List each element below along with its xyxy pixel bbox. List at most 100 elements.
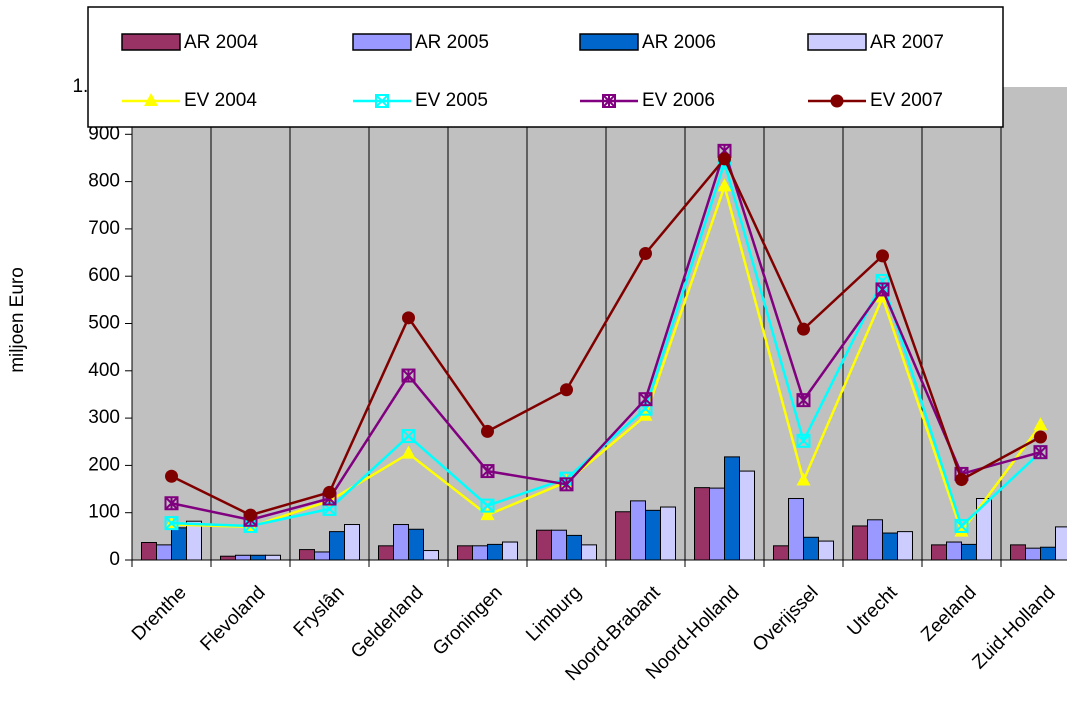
marker — [244, 508, 257, 522]
bar — [502, 541, 518, 561]
bar — [882, 532, 898, 561]
marker — [164, 516, 179, 531]
marker — [796, 472, 811, 486]
y-tick-label: 700 — [88, 218, 120, 239]
y-tick-label: 300 — [88, 407, 120, 428]
bar — [156, 544, 172, 561]
marker — [560, 383, 573, 397]
bar — [818, 540, 834, 561]
marker — [954, 523, 969, 537]
bar — [423, 550, 439, 561]
legend-label: AR 2004 — [184, 32, 258, 53]
line — [170, 156, 1042, 517]
bar — [724, 456, 740, 561]
marker-cross — [875, 282, 890, 297]
marker — [559, 477, 574, 492]
bar — [265, 554, 281, 561]
legend-label: EV 2007 — [870, 90, 943, 111]
legend-label: EV 2004 — [184, 90, 257, 111]
x-tick-label: Gelderland — [347, 582, 428, 663]
marker — [955, 473, 968, 487]
legend-swatch — [121, 33, 181, 51]
marker — [165, 469, 178, 483]
y-tick-label: 500 — [88, 313, 120, 334]
x-tick-label: Drenthe — [128, 582, 191, 645]
marker — [401, 445, 416, 459]
marker-cross — [638, 392, 653, 406]
x-tick-label: Flevoland — [196, 582, 269, 655]
bar — [378, 545, 394, 561]
bar — [1040, 546, 1056, 561]
bar — [487, 543, 503, 561]
bar — [788, 498, 804, 561]
marker-cross — [164, 496, 179, 510]
marker-box — [954, 518, 969, 533]
bar — [408, 528, 424, 561]
marker-cross — [401, 429, 416, 443]
legend-label: EV 2005 — [415, 90, 488, 111]
marker-box — [480, 498, 495, 513]
bar — [314, 551, 330, 561]
y-tick-label: 600 — [88, 265, 120, 286]
marker-cross — [164, 516, 179, 530]
bar — [897, 531, 913, 561]
bar — [739, 470, 755, 561]
marker-box — [796, 433, 811, 448]
legend-label: AR 2005 — [415, 32, 489, 53]
bar — [141, 541, 157, 561]
legend — [87, 6, 1004, 128]
marker — [144, 93, 158, 106]
marker — [718, 152, 731, 166]
marker — [1033, 417, 1048, 431]
marker — [797, 322, 810, 336]
bar — [329, 531, 345, 561]
bar — [773, 545, 789, 561]
marker-box — [375, 94, 389, 108]
marker — [480, 507, 495, 521]
marker — [401, 368, 416, 383]
x-tick-label: Groningen — [429, 582, 507, 660]
bar — [299, 549, 315, 561]
marker — [954, 518, 969, 533]
marker-cross — [480, 498, 495, 513]
x-tick-label: Zuid-Holland — [969, 582, 1060, 673]
bar — [852, 525, 868, 561]
y-axis-label: miljoen Euro — [7, 267, 28, 373]
marker — [481, 424, 494, 438]
legend-swatch — [352, 33, 412, 51]
legend-label: AR 2006 — [642, 32, 716, 53]
x-tick-label: Zeeland — [917, 582, 980, 645]
marker-cross — [796, 393, 811, 407]
marker — [323, 485, 336, 499]
bar — [867, 519, 883, 561]
line — [171, 146, 1041, 522]
bar — [976, 498, 992, 561]
bar — [630, 500, 646, 561]
marker-cross — [1033, 445, 1048, 459]
marker — [639, 246, 652, 260]
marker — [1034, 430, 1047, 444]
bar — [931, 544, 947, 561]
legend-swatch — [807, 33, 867, 51]
marker — [875, 282, 890, 297]
bar — [344, 524, 360, 561]
bar — [961, 543, 977, 561]
bar — [1055, 526, 1067, 561]
marker-cross — [401, 368, 416, 383]
marker — [164, 496, 179, 511]
y-tick-label: 400 — [88, 360, 120, 381]
marker — [796, 393, 811, 408]
x-tick-label: Limburg — [522, 582, 585, 645]
legend-label: AR 2007 — [870, 32, 944, 53]
y-tick-label: 0 — [109, 549, 120, 570]
bar — [235, 554, 251, 561]
marker-cross — [375, 94, 389, 108]
bar — [581, 544, 597, 561]
marker — [876, 249, 889, 263]
marker-cross — [559, 477, 574, 492]
bar — [946, 541, 962, 561]
marker — [638, 392, 653, 407]
bar — [536, 529, 552, 561]
x-tick-label: Utrecht — [843, 582, 902, 641]
